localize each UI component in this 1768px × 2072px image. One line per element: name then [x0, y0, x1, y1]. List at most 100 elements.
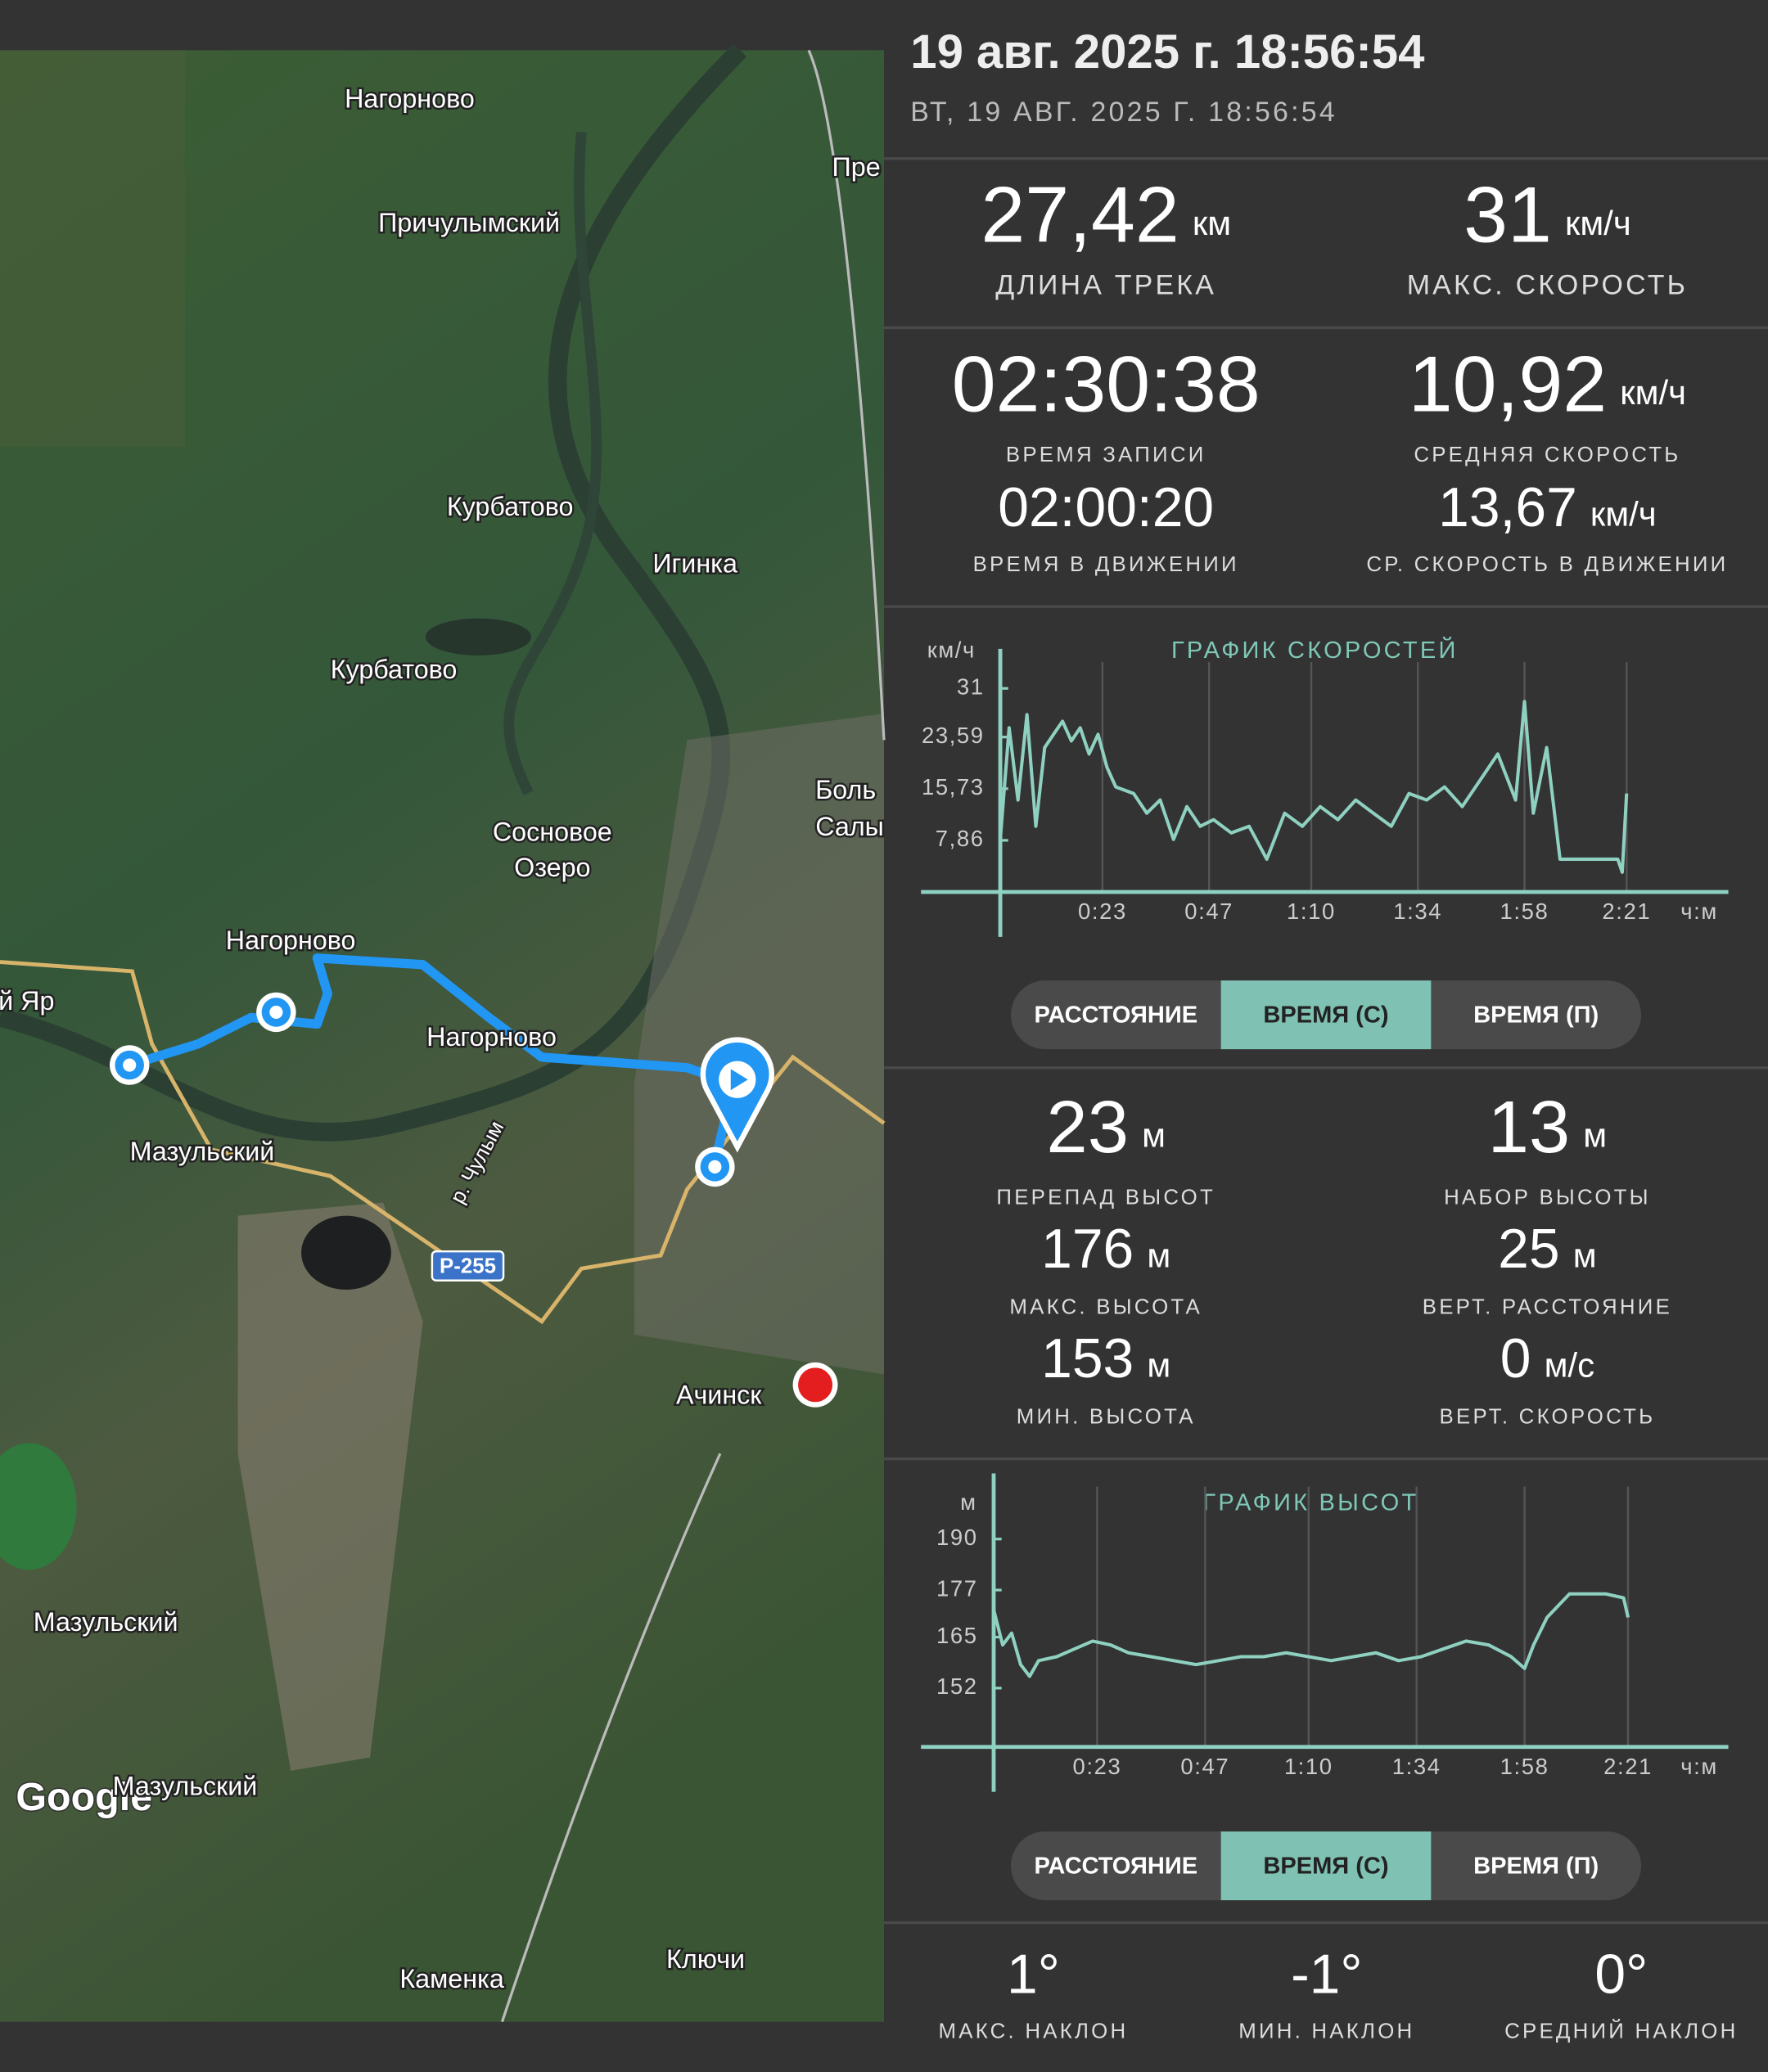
stat: 02:30:38: [952, 339, 1261, 428]
x-unit: ч:м: [1680, 1754, 1718, 1779]
waypoint[interactable]: [695, 1146, 735, 1187]
stat-unit: м: [1142, 1115, 1166, 1154]
stat-label: МИН. НАКЛОН: [1238, 2020, 1414, 2043]
track-route: [128, 953, 738, 1164]
track-title: 19 авг. 2025 г. 18:56:54: [910, 25, 1424, 79]
stat-label: ВЕРТ. СКОРОСТЬ: [1440, 1406, 1656, 1429]
map-label: Озеро: [514, 853, 590, 882]
stat: 153 м: [1041, 1328, 1170, 1390]
railway: [807, 49, 886, 741]
active-segment: [1220, 1831, 1432, 1901]
stat-value: 02:30:38: [952, 339, 1261, 428]
data-line: [992, 1592, 1630, 1678]
map-label: Ачинск: [676, 1380, 762, 1409]
map-label: Мазульский: [113, 1771, 258, 1800]
x-tick-label: 1:58: [1500, 899, 1549, 924]
separator: [884, 1066, 1768, 1070]
stat-label: ПЕРЕПАД ВЫСОТ: [996, 1186, 1216, 1209]
stat-label: ВРЕМЯ В ДВИЖЕНИИ: [973, 553, 1239, 576]
x-tick-label: 1:10: [1284, 1754, 1333, 1779]
segment-button[interactable]: ВРЕМЯ (П): [1473, 1002, 1599, 1028]
stat-value: 25: [1498, 1218, 1559, 1280]
pit-lake: [301, 1215, 391, 1290]
active-segment: [1220, 980, 1432, 1050]
river-branch: [503, 131, 602, 795]
stat-unit: км/ч: [1565, 204, 1631, 242]
map-attribution: Google: [16, 1775, 152, 1819]
stat-label: СРЕДНИЙ НАКЛОН: [1504, 2018, 1738, 2043]
map-label: Пре: [832, 152, 881, 182]
stat: 0 м/с: [1500, 1328, 1594, 1390]
chart-title: ГРАФИК ВЫСОТ: [1202, 1489, 1418, 1516]
y-tick-label: 152: [936, 1673, 978, 1699]
separator: [884, 1457, 1768, 1461]
map-label: Боль: [815, 775, 876, 804]
y-tick-label: 31: [957, 673, 985, 699]
stat-label: МАКС. ВЫСОТА: [1009, 1295, 1202, 1318]
map[interactable]: Р-255 Google Нагорново Пре Причулымский Кур…: [0, 43, 886, 2023]
stat-value: 0: [1500, 1328, 1531, 1390]
road-label: Р-255: [440, 1254, 496, 1277]
data-line: [999, 700, 1629, 874]
x-tick-label: 2:21: [1603, 1754, 1653, 1779]
map-label: Сосновое: [493, 817, 612, 846]
separator: [884, 1921, 1768, 1925]
map-label: Игинка: [652, 549, 737, 579]
stat-unit: км/ч: [1590, 494, 1657, 533]
stat: 176 м: [1041, 1218, 1170, 1280]
segment-button[interactable]: ВРЕМЯ (П): [1473, 1853, 1599, 1879]
stat-value: 0°: [1594, 1944, 1648, 2005]
y-unit: км/ч: [927, 637, 976, 662]
map-label: й Яр: [0, 986, 54, 1016]
y-tick-label: 190: [936, 1525, 978, 1550]
stat: 25 м: [1498, 1218, 1596, 1280]
map-label: Мазульский: [130, 1137, 275, 1166]
x-tick-label: 1:34: [1392, 1754, 1441, 1779]
map-label: Каменка: [399, 1964, 504, 1993]
segment-button[interactable]: РАССТОЯНИЕ: [1035, 1002, 1198, 1028]
stat-label: ВРЕМЯ ЗАПИСИ: [1006, 444, 1206, 466]
stat: 23 м: [1046, 1086, 1166, 1169]
x-tick-label: 0:47: [1180, 1754, 1229, 1779]
x-tick-label: 0:23: [1072, 1754, 1121, 1779]
map-label: Нагорново: [226, 926, 356, 955]
waypoint[interactable]: [109, 1045, 150, 1085]
y-tick-label: 15,73: [922, 774, 985, 800]
stat-value: 13,67: [1438, 477, 1577, 538]
track-subtitle: ВТ, 19 АВГ. 2025 Г. 18:56:54: [910, 97, 1337, 128]
stat-value: 02:00:20: [998, 477, 1214, 538]
y-tick-label: 165: [936, 1623, 978, 1648]
stat-value: 27,42: [981, 169, 1179, 259]
stat-value: 13: [1488, 1086, 1571, 1169]
stat-label: СРЕДНЯЯ СКОРОСТЬ: [1414, 444, 1680, 466]
x-tick-label: 0:47: [1184, 899, 1234, 924]
lake: [425, 618, 531, 655]
waypoint[interactable]: [256, 992, 296, 1033]
separator: [884, 605, 1768, 608]
start-marker[interactable]: [700, 1037, 774, 1153]
stat: 02:00:20: [998, 477, 1214, 538]
stat-label: ДЛИНА ТРЕКА: [995, 269, 1216, 300]
stat-label: ВЕРТ. РАССТОЯНИЕ: [1423, 1295, 1672, 1318]
map-label: Нагорново: [345, 83, 475, 113]
map-label: Нагорново: [426, 1022, 557, 1052]
chart-title: ГРАФИК СКОРОСТЕЙ: [1171, 636, 1459, 664]
segment-button[interactable]: ВРЕМЯ (С): [1263, 1002, 1388, 1028]
segment-button[interactable]: ВРЕМЯ (С): [1263, 1853, 1388, 1879]
stat-value: 153: [1041, 1328, 1134, 1390]
stat-label: НАБОР ВЫСОТЫ: [1444, 1186, 1651, 1209]
stat: -1°: [1291, 1944, 1362, 2005]
stat-value: 10,92: [1409, 339, 1607, 428]
map-label: Курбатово: [331, 655, 458, 684]
map-label: Причулымский: [378, 208, 560, 237]
stat-value: 23: [1046, 1086, 1129, 1169]
y-tick-label: 23,59: [922, 723, 985, 748]
segment-button[interactable]: РАССТОЯНИЕ: [1035, 1853, 1198, 1879]
current-location[interactable]: [792, 1362, 838, 1408]
stat: 0°: [1594, 1944, 1648, 2005]
stat-unit: м: [1573, 1236, 1597, 1274]
terrain: [0, 50, 186, 447]
stat-value: -1°: [1291, 1944, 1362, 2005]
map-label: Салы: [815, 812, 884, 841]
